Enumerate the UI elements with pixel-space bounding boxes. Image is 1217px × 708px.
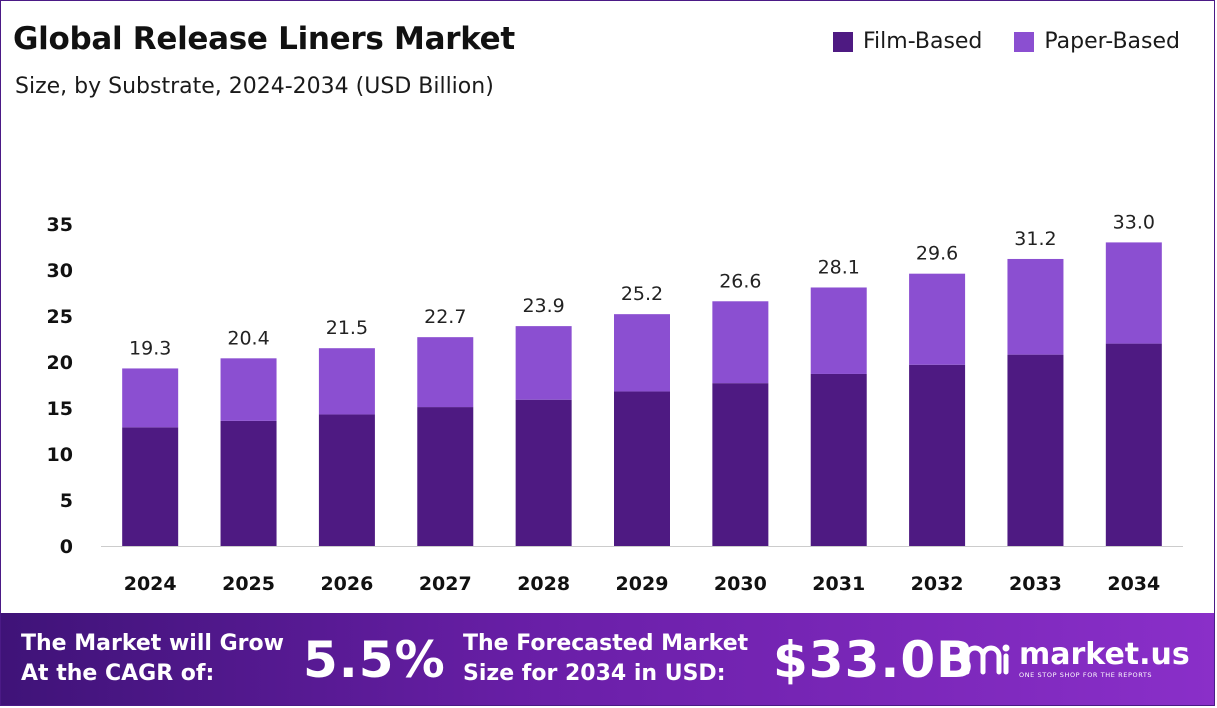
bar-total-label: 33.0	[1113, 211, 1155, 233]
x-tick-label: 2025	[222, 573, 275, 595]
x-tick-label: 2029	[616, 573, 669, 595]
bar-total-label: 28.1	[818, 256, 860, 278]
bar-paper	[515, 326, 572, 400]
legend: Film-Based Paper-Based	[833, 29, 1180, 54]
y-tick-label: 30	[47, 260, 73, 282]
bar-paper	[220, 358, 277, 421]
chart-title: Global Release Liners Market	[13, 21, 515, 57]
x-tick-label: 2032	[911, 573, 964, 595]
legend-item-paper: Paper-Based	[1014, 29, 1180, 54]
bar-film	[909, 364, 966, 546]
bar-paper	[614, 314, 670, 392]
x-tick-label: 2027	[419, 573, 472, 595]
cagr-label: The Market will Grow At the CAGR of:	[21, 629, 284, 689]
cagr-label-line2: At the CAGR of:	[21, 661, 215, 686]
bar-paper	[417, 337, 474, 408]
bar-chart: 0510152025303519.3202420.4202521.5202622…	[47, 211, 1183, 595]
forecast-label-line1: The Forecasted Market	[463, 631, 749, 656]
bar-total-label: 25.2	[621, 283, 663, 305]
legend-item-film: Film-Based	[833, 29, 982, 54]
bar-film	[515, 399, 572, 546]
y-tick-label: 35	[47, 214, 73, 236]
x-tick-label: 2026	[320, 573, 373, 595]
cagr-value: 5.5%	[303, 631, 446, 689]
bar-film	[1105, 343, 1162, 546]
legend-swatch-film	[833, 31, 853, 52]
x-tick-label: 2030	[714, 573, 767, 595]
market-us-logo-icon	[964, 644, 1010, 674]
bar-paper	[1105, 242, 1162, 344]
bar-total-label: 21.5	[326, 317, 368, 339]
y-tick-label: 15	[47, 398, 73, 420]
forecast-label: The Forecasted Market Size for 2034 in U…	[463, 629, 748, 689]
bar-paper	[318, 348, 375, 415]
bar-paper	[122, 368, 179, 428]
bar-total-label: 20.4	[227, 327, 269, 349]
bar-paper	[810, 287, 867, 374]
y-tick-label: 20	[47, 352, 73, 374]
bar-total-label: 29.6	[916, 243, 958, 265]
x-tick-label: 2034	[1107, 573, 1160, 595]
cagr-label-line1: The Market will Grow	[21, 631, 284, 656]
legend-swatch-paper	[1014, 31, 1035, 52]
chart-subtitle: Size, by Substrate, 2024-2034 (USD Billi…	[15, 74, 494, 99]
y-tick-label: 25	[47, 306, 73, 328]
bar-paper	[1007, 258, 1064, 355]
bar-paper	[712, 301, 769, 384]
bar-total-label: 23.9	[522, 295, 564, 317]
brand-name: market.us	[1019, 637, 1190, 672]
brand-logo: market.us ONE STOP SHOP FOR THE REPORTS	[963, 639, 1190, 680]
bar-film	[318, 414, 375, 546]
x-tick-label: 2033	[1009, 573, 1062, 595]
bar-total-label: 31.2	[1014, 228, 1056, 250]
bar-film	[122, 427, 179, 546]
legend-label-film: Film-Based	[863, 29, 983, 54]
bar-film	[614, 391, 670, 546]
bar-film	[810, 373, 867, 546]
x-tick-label: 2031	[812, 573, 865, 595]
bar-total-label: 26.6	[719, 270, 761, 292]
bar-film	[417, 407, 474, 546]
summary-banner: The Market will Grow At the CAGR of: 5.5…	[1, 613, 1214, 705]
x-tick-label: 2024	[124, 573, 177, 595]
bar-film	[712, 383, 769, 546]
bar-total-label: 22.7	[424, 306, 466, 328]
bar-film	[220, 420, 277, 546]
legend-label-paper: Paper-Based	[1044, 29, 1180, 54]
bar-total-label: 19.3	[129, 337, 171, 359]
y-tick-label: 10	[47, 444, 73, 466]
x-tick-label: 2028	[517, 573, 570, 595]
bar-paper	[909, 273, 966, 365]
forecast-value: $33.0B	[773, 631, 976, 689]
y-tick-label: 5	[60, 490, 73, 512]
bar-film	[1007, 354, 1064, 546]
forecast-label-line2: Size for 2034 in USD:	[463, 661, 726, 686]
brand-tagline: ONE STOP SHOP FOR THE REPORTS	[1019, 671, 1153, 679]
y-tick-label: 0	[60, 536, 73, 558]
